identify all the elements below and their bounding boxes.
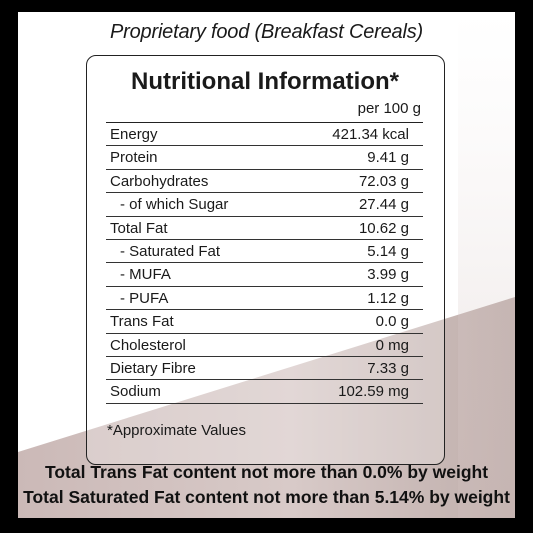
nutrient-name: Total Fat (110, 219, 168, 237)
footnote: *Approximate Values (107, 422, 246, 439)
table-row: Cholesterol 0 mg (106, 334, 423, 357)
nutrient-value: 7.33 g (367, 359, 409, 377)
nutrient-name: Energy (110, 126, 158, 143)
nutrient-name: Sodium (110, 383, 161, 401)
table-row: Dietary Fibre 7.33 g (106, 357, 423, 381)
background-wash (18, 12, 515, 518)
nutrient-value: 10.62 g (358, 219, 409, 237)
nutrient-name: Carbohydrates (110, 172, 209, 190)
table-row: Total Fat 10.62 g (106, 217, 423, 240)
nutrient-name: Dietary Fibre (110, 359, 196, 377)
nutrient-value: 421.34 kcal (332, 126, 409, 143)
nutrient-name: - PUFA (120, 289, 169, 307)
nutrient-value: 3.99 g (367, 266, 409, 284)
per-label: per 100 g (357, 100, 421, 117)
nutrient-value: 9.41 g (367, 149, 409, 167)
table-row: - Saturated Fat 5.14 g (106, 240, 423, 264)
nutrient-name: - of which Sugar (120, 196, 229, 214)
footer-line-saturated-fat: Total Saturated Fat content not more tha… (23, 487, 510, 507)
box-title: Nutritional Information* (131, 68, 399, 95)
table-row: Protein 9.41 g (106, 146, 423, 170)
nutrition-box: Nutritional Information* per 100 g Energ… (86, 55, 445, 465)
nutrient-name: Trans Fat (110, 313, 174, 331)
nutrient-value: 5.14 g (367, 242, 409, 260)
nutrient-name: - MUFA (120, 266, 171, 284)
nutrient-name: Cholesterol (110, 336, 186, 354)
nutrient-value: 27.44 g (358, 196, 409, 214)
table-row: - of which Sugar 27.44 g (106, 193, 423, 217)
table-row: - MUFA 3.99 g (106, 263, 423, 287)
nutrient-name: Protein (110, 149, 158, 167)
header-title: Proprietary food (Breakfast Cereals) (110, 21, 423, 43)
label-panel: Proprietary food (Breakfast Cereals) Nut… (18, 12, 515, 518)
nutrient-value: 0.0 g (375, 313, 409, 331)
footer-line-trans-fat: Total Trans Fat content not more than 0.… (44, 462, 489, 482)
nutrient-value: 102.59 mg (338, 383, 409, 401)
nutrient-name: - Saturated Fat (120, 242, 221, 260)
nutrient-value: 72.03 g (358, 172, 409, 190)
nutrient-value: 0 mg (375, 336, 409, 354)
table-row: Sodium 102.59 mg (106, 380, 423, 404)
table-row: Trans Fat 0.0 g (106, 310, 423, 334)
table-row: Energy 421.34 kcal (106, 123, 423, 147)
table-row: Carbohydrates 72.03 g (106, 170, 423, 194)
nutrient-value: 1.12 g (367, 289, 409, 307)
nutrition-table: Energy 421.34 kcal Protein 9.41 g Carbohydra… (106, 122, 423, 404)
table-row: - PUFA 1.12 g (106, 287, 423, 311)
